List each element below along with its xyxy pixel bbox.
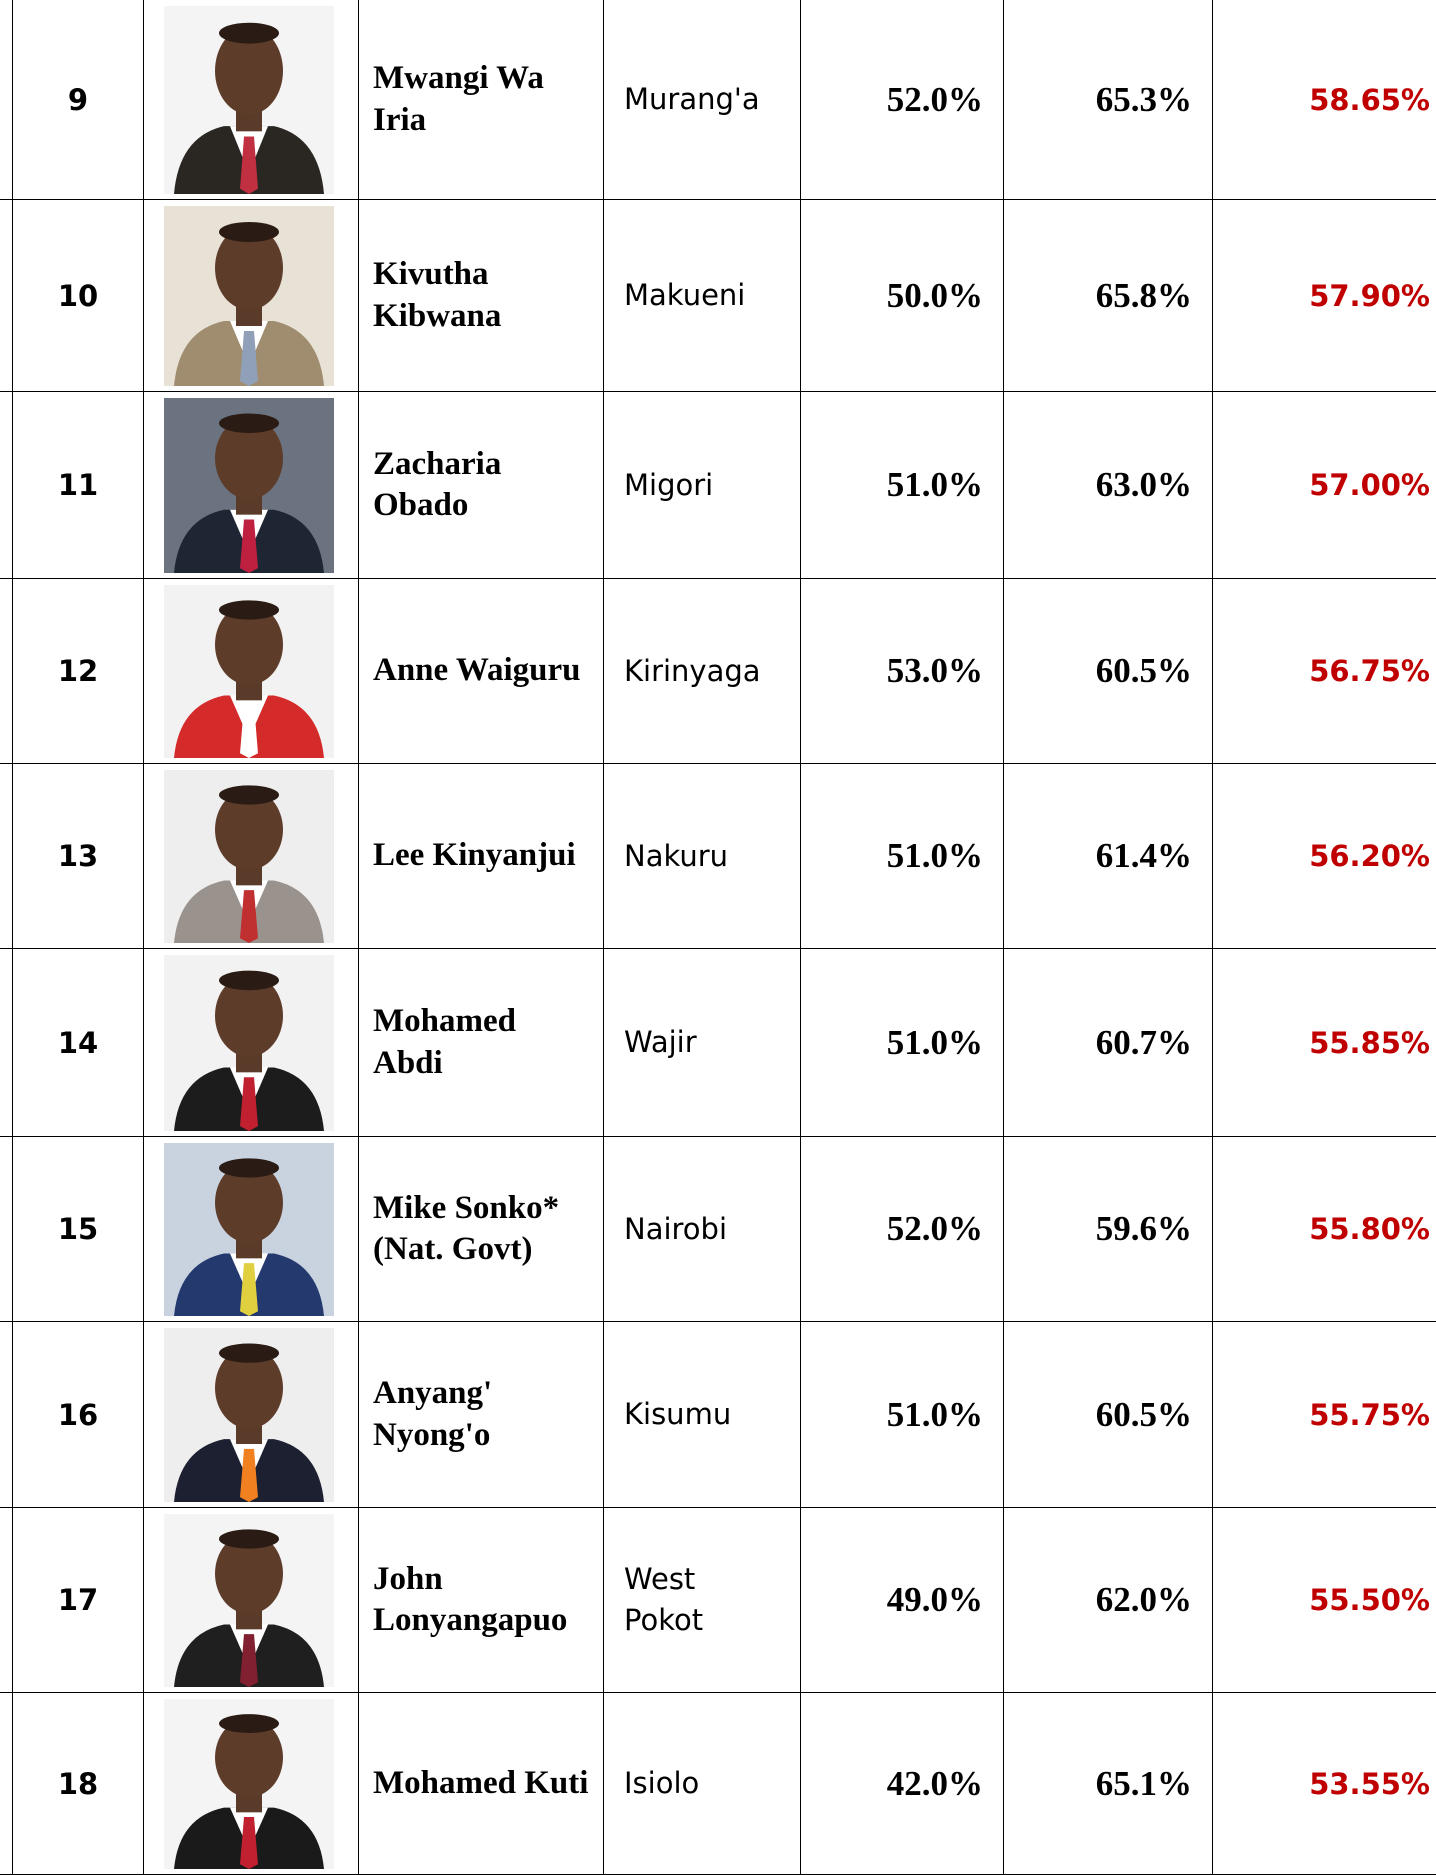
average-score: 55.80%: [1212, 1137, 1436, 1321]
table-row: 13 Lee Kinyanjui Nakuru 51.0% 61.4% 56.20%: [0, 764, 1436, 949]
portrait: [164, 954, 334, 1131]
table-row: 17 John Lonyangapuo West Pokot 49.0% 62.0% 5…: [0, 1508, 1436, 1693]
county: Nakuru: [603, 764, 800, 948]
rank: 17: [12, 1508, 143, 1692]
county: Murang'a: [603, 0, 800, 199]
county: Isiolo: [603, 1693, 800, 1874]
photo-cell: [143, 764, 358, 948]
portrait: [164, 5, 334, 194]
score: 65.3%: [1003, 0, 1212, 199]
rank: 15: [12, 1137, 143, 1321]
rank: 14: [12, 949, 143, 1136]
portrait: [164, 769, 334, 943]
average-score: 56.20%: [1212, 764, 1436, 948]
photo-cell: [143, 1508, 358, 1692]
average-score: 58.65%: [1212, 0, 1436, 199]
score: 51.0%: [800, 949, 1003, 1136]
portrait: [164, 1698, 334, 1869]
rank: 18: [12, 1693, 143, 1874]
score: 42.0%: [800, 1693, 1003, 1874]
governor-name: John Lonyangapuo: [358, 1508, 603, 1692]
governor-name: Lee Kinyanjui: [358, 764, 603, 948]
portrait: [164, 1142, 334, 1316]
portrait: [164, 1513, 334, 1687]
average-score: 56.75%: [1212, 579, 1436, 763]
average-score: 55.50%: [1212, 1508, 1436, 1692]
county: Nairobi: [603, 1137, 800, 1321]
county: Makueni: [603, 200, 800, 391]
governor-name: Mike Sonko* (Nat. Govt): [358, 1137, 603, 1321]
score: 59.6%: [1003, 1137, 1212, 1321]
average-score: 53.55%: [1212, 1693, 1436, 1874]
score: 51.0%: [800, 764, 1003, 948]
rank: 11: [12, 392, 143, 578]
score: 60.7%: [1003, 949, 1212, 1136]
table-row: 12 Anne Waiguru Kirinyaga 53.0% 60.5% 56.75%: [0, 579, 1436, 764]
score: 49.0%: [800, 1508, 1003, 1692]
county: Migori: [603, 392, 800, 578]
table-row: 11 Zacharia Obado Migori 51.0% 63.0% 57.00%: [0, 392, 1436, 579]
score: 65.8%: [1003, 200, 1212, 391]
score: 61.4%: [1003, 764, 1212, 948]
score: 51.0%: [800, 392, 1003, 578]
score: 62.0%: [1003, 1508, 1212, 1692]
score: 50.0%: [800, 200, 1003, 391]
photo-cell: [143, 200, 358, 391]
governor-name: Kivutha Kibwana: [358, 200, 603, 391]
governor-name: Mwangi Wa Iria: [358, 0, 603, 199]
governor-name: Zacharia Obado: [358, 392, 603, 578]
rank: 12: [12, 579, 143, 763]
photo-cell: [143, 1322, 358, 1507]
table-row: 10 Kivutha Kibwana Makueni 50.0% 65.8% 57.90…: [0, 200, 1436, 392]
portrait: [164, 205, 334, 386]
photo-cell: [143, 1137, 358, 1321]
photo-cell: [143, 0, 358, 199]
table-row: 16 Anyang' Nyong'o Kisumu 51.0% 60.5% 55.75%: [0, 1322, 1436, 1508]
average-score: 55.75%: [1212, 1322, 1436, 1507]
county: West Pokot: [603, 1508, 800, 1692]
photo-cell: [143, 579, 358, 763]
score: 51.0%: [800, 1322, 1003, 1507]
portrait: [164, 397, 334, 573]
table-row: 15 Mike Sonko* (Nat. Govt) Nairobi 52.0% 59…: [0, 1137, 1436, 1322]
score: 52.0%: [800, 1137, 1003, 1321]
photo-cell: [143, 1693, 358, 1874]
score: 52.0%: [800, 0, 1003, 199]
score: 60.5%: [1003, 579, 1212, 763]
rank: 10: [12, 200, 143, 391]
score: 53.0%: [800, 579, 1003, 763]
rank: 13: [12, 764, 143, 948]
rank: 9: [12, 0, 143, 199]
governor-name: Mohamed Kuti: [358, 1693, 603, 1874]
table-row: 18 Mohamed Kuti Isiolo 42.0% 65.1% 53.55%: [0, 1693, 1436, 1875]
average-score: 57.00%: [1212, 392, 1436, 578]
governor-name: Mohamed Abdi: [358, 949, 603, 1136]
photo-cell: [143, 949, 358, 1136]
governor-name: Anyang' Nyong'o: [358, 1322, 603, 1507]
portrait: [164, 1327, 334, 1502]
average-score: 57.90%: [1212, 200, 1436, 391]
table-row: 9 Mwangi Wa Iria Murang'a 52.0% 65.3% 58.65%: [0, 0, 1436, 200]
governor-name: Anne Waiguru: [358, 579, 603, 763]
portrait: [164, 584, 334, 758]
score: 60.5%: [1003, 1322, 1212, 1507]
average-score: 55.85%: [1212, 949, 1436, 1136]
rank: 16: [12, 1322, 143, 1507]
county: Kisumu: [603, 1322, 800, 1507]
score: 63.0%: [1003, 392, 1212, 578]
county: Kirinyaga: [603, 579, 800, 763]
score: 65.1%: [1003, 1693, 1212, 1874]
photo-cell: [143, 392, 358, 578]
county: Wajir: [603, 949, 800, 1136]
table-row: 14 Mohamed Abdi Wajir 51.0% 60.7% 55.85%: [0, 949, 1436, 1137]
